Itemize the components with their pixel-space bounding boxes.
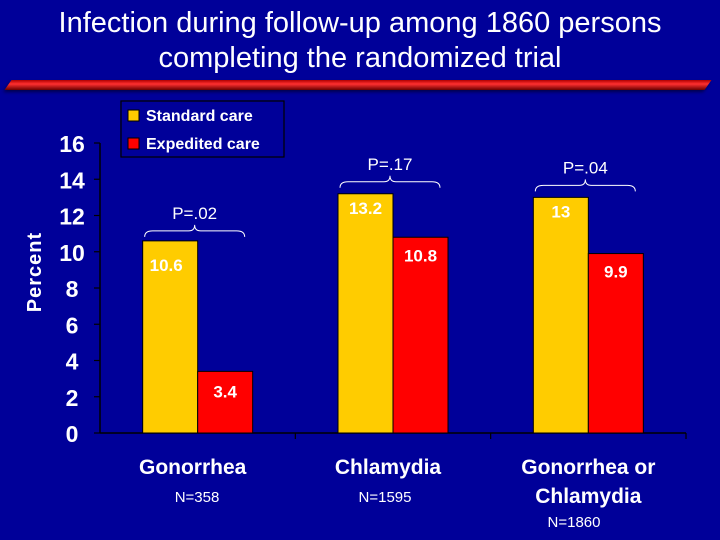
p-value-label: P=.02 bbox=[172, 204, 217, 223]
y-tick-label: 12 bbox=[59, 204, 85, 230]
p-value-label: P=.04 bbox=[563, 158, 608, 177]
significance-bracket bbox=[339, 175, 441, 188]
bar-expedited-care bbox=[392, 236, 449, 434]
y-tick-label: 6 bbox=[66, 312, 79, 338]
significance-bracket bbox=[534, 179, 636, 192]
data-label-expedited-care: 9.9 bbox=[604, 263, 628, 282]
data-label-standard-care: 13.2 bbox=[349, 199, 382, 218]
slide-title: Infection during follow-up among 1860 pe… bbox=[0, 6, 720, 76]
bar-standard-care bbox=[337, 193, 394, 434]
title-line-1: Infection during follow-up among 1860 pe… bbox=[58, 7, 662, 39]
significance-bracket bbox=[144, 224, 246, 237]
title-line-2: completing the randomized trial bbox=[158, 42, 562, 74]
legend-box bbox=[120, 100, 285, 158]
sample-size-label: N=1860 bbox=[548, 514, 601, 531]
bar-standard-care bbox=[532, 196, 589, 434]
y-tick-label: 4 bbox=[66, 349, 79, 375]
sample-size-label: N=1595 bbox=[359, 489, 412, 506]
legend-label: Expedited care bbox=[146, 136, 260, 153]
bar-expedited-care bbox=[197, 370, 254, 434]
y-tick-label: 8 bbox=[66, 276, 79, 302]
x-category-label: Gonorrhea bbox=[139, 456, 247, 479]
y-tick-label: 2 bbox=[66, 385, 79, 411]
legend-label: Standard care bbox=[146, 108, 253, 125]
x-category-label: Chlamydia bbox=[335, 456, 442, 479]
x-category-label: Chlamydia bbox=[535, 485, 642, 508]
bar-standard-care bbox=[142, 240, 199, 434]
y-tick-label: 16 bbox=[59, 131, 85, 157]
legend-swatch bbox=[127, 109, 140, 122]
data-label-expedited-care: 3.4 bbox=[213, 382, 237, 401]
y-axis-title: Percent bbox=[24, 232, 46, 312]
y-tick-label: 10 bbox=[59, 240, 85, 266]
y-tick-label: 0 bbox=[66, 421, 79, 447]
y-tick-label: 14 bbox=[59, 167, 85, 193]
data-label-standard-care: 13 bbox=[551, 202, 570, 221]
legend-swatch bbox=[127, 137, 140, 150]
p-value-label: P=.17 bbox=[368, 155, 413, 174]
data-label-standard-care: 10.6 bbox=[150, 256, 183, 275]
data-label-expedited-care: 10.8 bbox=[404, 246, 437, 265]
bar-expedited-care bbox=[587, 253, 644, 434]
x-category-label: Gonorrhea or bbox=[521, 456, 655, 479]
sample-size-label: N=358 bbox=[175, 489, 220, 506]
